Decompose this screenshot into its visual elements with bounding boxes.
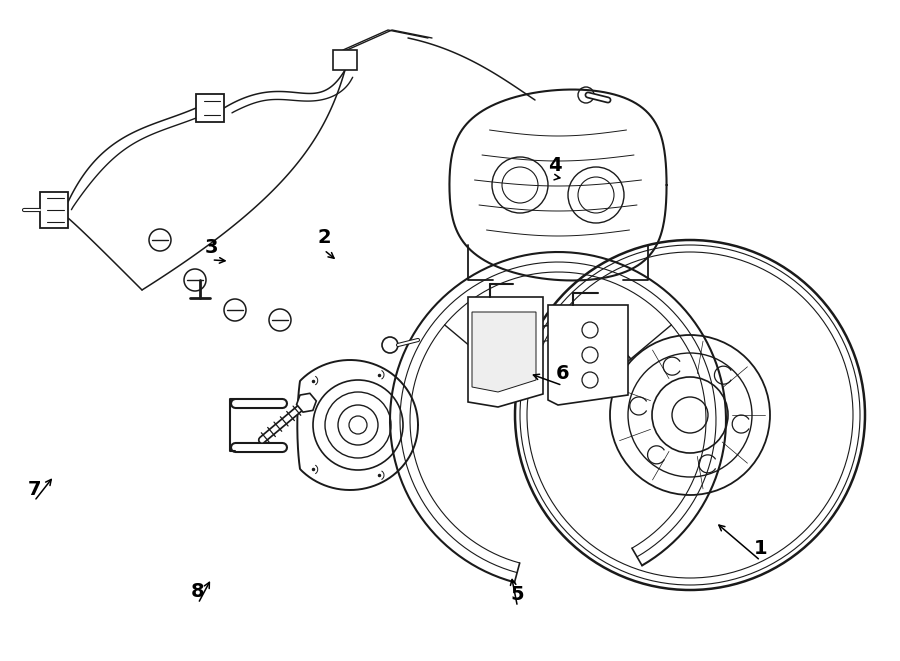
Polygon shape	[548, 305, 628, 405]
FancyBboxPatch shape	[333, 50, 357, 70]
Text: 3: 3	[205, 239, 218, 257]
FancyBboxPatch shape	[196, 94, 224, 122]
Text: 5: 5	[510, 586, 525, 604]
Text: 7: 7	[27, 480, 40, 498]
Text: 1: 1	[753, 539, 768, 558]
Text: 4: 4	[548, 156, 562, 175]
Text: 2: 2	[317, 229, 331, 247]
Polygon shape	[472, 312, 536, 392]
Text: 6: 6	[555, 364, 570, 383]
Polygon shape	[468, 297, 543, 407]
FancyBboxPatch shape	[40, 192, 68, 228]
Polygon shape	[297, 393, 316, 412]
Text: 8: 8	[191, 582, 205, 601]
